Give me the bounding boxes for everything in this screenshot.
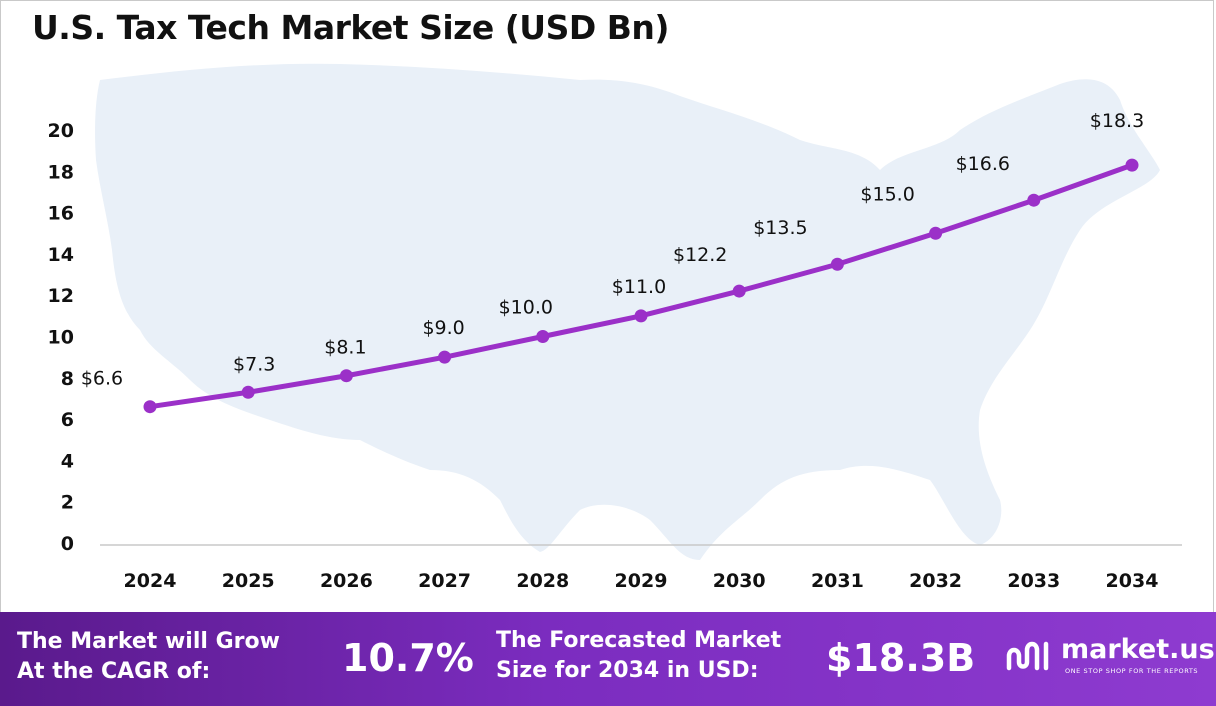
y-tick-label: 18 (48, 161, 74, 183)
chart-title: U.S. Tax Tech Market Size (USD Bn) (32, 8, 669, 47)
data-label: $10.0 (499, 297, 553, 319)
y-tick-label: 2 (61, 492, 74, 514)
x-tick-label: 2031 (811, 570, 864, 592)
us-map-background (95, 63, 1160, 561)
brand-name: market.us (1061, 634, 1215, 665)
data-label: $18.3 (1090, 110, 1144, 132)
line-chart: 0 2 4 6 8 10 12 14 16 18 20 2024 2025 2026 2027 2028 202… (48, 63, 1182, 592)
forecast-label-line1: The Forecasted Market (496, 628, 782, 653)
data-label: $16.6 (956, 153, 1010, 175)
y-tick-label: 6 (61, 409, 74, 431)
y-tick-label: 4 (61, 450, 74, 472)
data-point (1125, 158, 1139, 172)
forecast-label-line2: Size for 2034 in USD: (496, 658, 759, 683)
data-point (830, 257, 844, 271)
data-point (929, 226, 943, 240)
x-tick-label: 2027 (418, 570, 471, 592)
cagr-label-line1: The Market will Grow (17, 629, 280, 654)
data-label: $13.5 (753, 217, 807, 239)
data-label: $15.0 (860, 183, 914, 205)
x-tick-label: 2028 (516, 570, 569, 592)
cagr-label-line2: At the CAGR of: (17, 659, 211, 684)
forecast-value: $18.3B (826, 636, 976, 680)
data-point (241, 385, 255, 399)
y-tick-label: 12 (48, 285, 74, 307)
data-label: $8.1 (324, 337, 366, 359)
data-point (143, 400, 157, 414)
y-tick-label: 0 (61, 533, 74, 555)
y-tick-label: 14 (48, 244, 74, 266)
data-label: $7.3 (233, 353, 275, 375)
data-label: $12.2 (673, 244, 727, 266)
x-tick-label: 2033 (1007, 570, 1060, 592)
data-point (438, 350, 452, 364)
x-tick-label: 2030 (713, 570, 766, 592)
data-label: $6.6 (81, 368, 123, 390)
summary-banner: The Market will Grow At the CAGR of: 10.… (0, 612, 1216, 706)
x-tick-label: 2024 (124, 570, 177, 592)
data-point (732, 284, 746, 298)
x-tick-label: 2032 (909, 570, 962, 592)
market-us-logo-icon (1006, 641, 1049, 671)
brand-logo: market.us ONE STOP SHOP FOR THE REPORTS (1005, 634, 1215, 684)
data-point (634, 309, 648, 323)
y-tick-label: 8 (61, 368, 74, 390)
data-point (536, 330, 550, 343)
x-tick-label: 2034 (1106, 570, 1159, 592)
data-point (339, 369, 353, 383)
data-label: $9.0 (422, 317, 464, 339)
y-tick-label: 20 (48, 120, 74, 142)
brand-tagline: ONE STOP SHOP FOR THE REPORTS (1065, 667, 1199, 675)
y-tick-label: 10 (48, 327, 74, 349)
x-tick-label: 2025 (222, 570, 275, 592)
cagr-value: 10.7% (342, 636, 474, 680)
data-point (1027, 193, 1041, 207)
data-label: $11.0 (612, 276, 666, 298)
x-tick-label: 2026 (320, 570, 373, 592)
x-tick-label: 2029 (615, 570, 668, 592)
y-tick-label: 16 (48, 203, 74, 225)
